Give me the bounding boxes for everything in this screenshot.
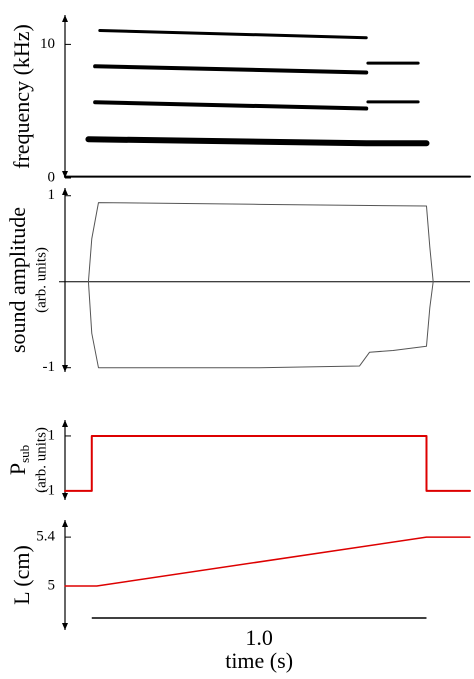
axis-arrow	[62, 623, 68, 630]
data-line	[87, 281, 434, 369]
y-axis-label: Psub	[5, 445, 32, 475]
y-tick-label: 5.4	[36, 529, 55, 545]
y-axis-label-units: (arb. units)	[33, 427, 49, 493]
y-axis-label: sound amplitude	[5, 207, 30, 353]
data-line	[85, 136, 430, 147]
axis-arrow	[62, 188, 68, 195]
data-line	[87, 202, 434, 283]
y-tick-label: 1	[48, 427, 56, 443]
data-line	[64, 536, 471, 587]
axis-arrow	[62, 420, 68, 427]
axis-arrow	[62, 171, 68, 178]
y-label-text: L (cm)	[9, 545, 34, 605]
x-axis-label: time (s)	[225, 648, 293, 673]
data-line	[98, 28, 368, 40]
y-tick-label: 5	[48, 577, 56, 593]
data-line	[93, 100, 369, 111]
data-line	[93, 64, 369, 75]
y-axis-label: frequency (kHz)	[9, 24, 34, 169]
y-label-text: frequency (kHz)	[9, 24, 34, 169]
y-tick-label: 1	[48, 187, 56, 203]
y-axis-label-units: (arb. units)	[33, 247, 49, 313]
data-line	[64, 434, 471, 492]
y-tick-label: 0	[48, 169, 56, 185]
y-label-text: sound amplitude	[5, 207, 30, 353]
axis-arrow	[62, 520, 68, 527]
axis-arrow	[62, 493, 68, 500]
y-axis-label: L (cm)	[9, 545, 34, 605]
y-tick-label: 10	[40, 36, 55, 52]
scale-bar-label: 1.0	[245, 625, 273, 650]
y-tick-label: -1	[43, 359, 56, 375]
y-tick-label: -1	[43, 482, 56, 498]
y-label-sub: sub	[17, 445, 32, 463]
y-label-text: P	[5, 463, 30, 475]
axis-arrow	[62, 365, 68, 372]
axis-arrow	[62, 15, 68, 22]
